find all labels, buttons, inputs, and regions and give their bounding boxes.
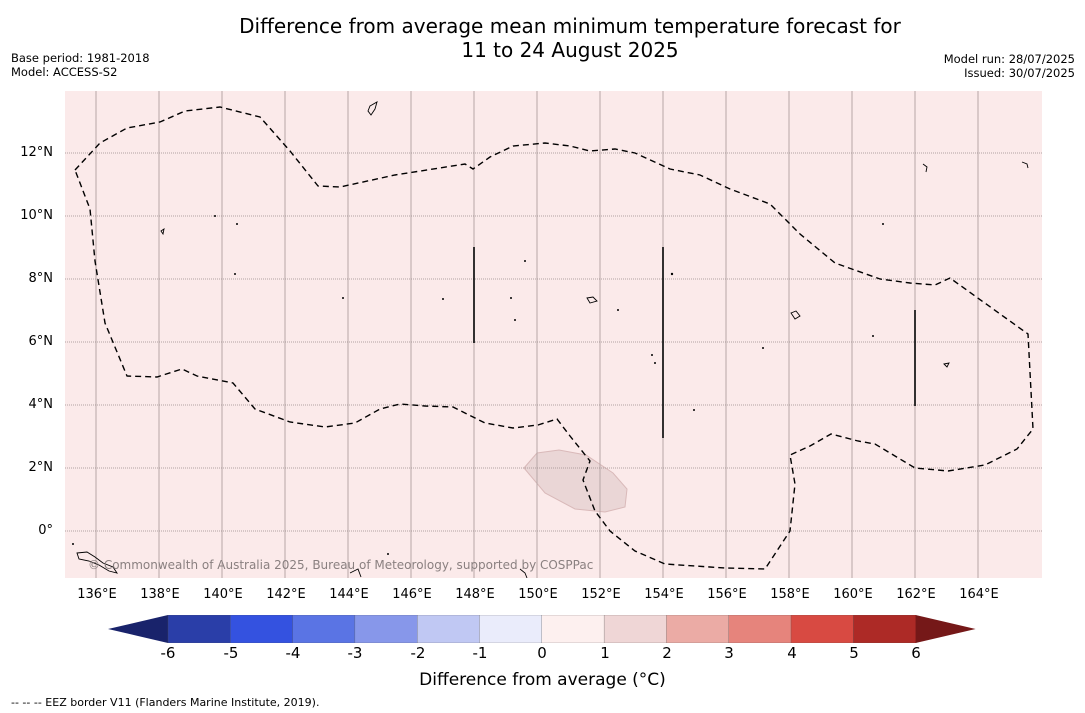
lat-label-10n: 10°N	[20, 208, 53, 223]
island-small-1	[519, 568, 528, 578]
colorbar-segment	[728, 615, 792, 643]
island-dots	[72, 215, 884, 555]
island-small-3	[922, 163, 928, 173]
lon-label-146e: 146°E	[392, 587, 432, 602]
colorbar-tick: 6	[911, 644, 921, 662]
colorbar-segment	[541, 615, 605, 643]
colorbar-tick: 1	[600, 644, 610, 662]
eez-solid-segments	[473, 247, 916, 438]
colorbar-segment	[666, 615, 730, 643]
lat-label-0: 0°	[38, 523, 53, 538]
colorbar-tick: -5	[223, 644, 239, 662]
eez-borders	[74, 106, 1034, 570]
colorbar-tick: -1	[472, 644, 488, 662]
colorbar-tick: -4	[285, 644, 301, 662]
colorbar-segment	[230, 615, 294, 643]
lon-label-142e: 142°E	[266, 587, 306, 602]
lon-label-160e: 160°E	[833, 587, 873, 602]
map-title: Difference from average mean minimum tem…	[0, 14, 1085, 62]
lon-label-148e: 148°E	[455, 587, 495, 602]
lon-label-152e: 152°E	[581, 587, 621, 602]
lon-label-138e: 138°E	[140, 587, 180, 602]
latitude-gridlines	[65, 152, 1042, 532]
island-kosrae	[943, 362, 950, 368]
colorbar-tick: -6	[160, 644, 176, 662]
colorbar-extend-high	[915, 615, 976, 643]
lon-label-164e: 164°E	[959, 587, 999, 602]
colorbar-label: Difference from average (°C)	[419, 670, 666, 690]
title-line-1: Difference from average mean minimum tem…	[239, 14, 901, 38]
colorbar-extend-low	[108, 615, 168, 643]
title-line-2: 11 to 24 August 2025	[461, 38, 679, 62]
meta-right: Model run: 28/07/2025 Issued: 30/07/2025	[944, 52, 1075, 80]
colorbar	[108, 615, 976, 643]
island-small-4	[1021, 161, 1029, 169]
colorbar-tick: 3	[724, 644, 734, 662]
model-run: Model run: 28/07/2025	[943, 52, 1075, 66]
island-small-2	[349, 568, 362, 578]
colorbar-tick: -3	[347, 644, 363, 662]
meta-left: Base period: 1981-2018 Model: ACCESS-S2	[11, 51, 150, 79]
island-chuuk	[586, 296, 598, 304]
colorbar-tick: -2	[410, 644, 426, 662]
model-name: Model: ACCESS-S2	[11, 65, 118, 79]
colorbar-segment	[354, 615, 418, 643]
copyright-text: © Commonwealth of Australia 2025, Bureau…	[88, 558, 594, 572]
islands	[76, 101, 1029, 578]
lat-label-6n: 6°N	[28, 334, 54, 349]
colorbar-tick: 4	[787, 644, 797, 662]
colorbar-tick: 0	[537, 644, 547, 662]
colorbar-tick: 5	[849, 644, 859, 662]
base-period: Base period: 1981-2018	[11, 51, 150, 65]
lon-label-156e: 156°E	[707, 587, 747, 602]
lat-label-12n: 12°N	[20, 145, 53, 160]
issued-date: Issued: 30/07/2025	[964, 66, 1075, 80]
colorbar-segments	[108, 615, 976, 643]
lon-label-150e: 150°E	[518, 587, 558, 602]
island-pohnpei	[790, 310, 801, 320]
lon-label-154e: 154°E	[644, 587, 684, 602]
colorbar-segment	[417, 615, 481, 643]
lat-label-4n: 4°N	[28, 397, 54, 412]
lat-label-8n: 8°N	[28, 271, 54, 286]
eez-footnote: -- -- -- EEZ border V11 (Flanders Marine…	[11, 696, 320, 709]
colorbar-segment	[292, 615, 356, 643]
colorbar-tick: 2	[662, 644, 672, 662]
lon-label-144e: 144°E	[329, 587, 369, 602]
colorbar-segment	[479, 615, 543, 643]
anomaly-patch	[523, 449, 628, 513]
lat-label-2n: 2°N	[28, 460, 54, 475]
colorbar-segment	[790, 615, 854, 643]
map-svg	[65, 91, 1042, 578]
island-png-coast	[76, 551, 119, 574]
lon-label-162e: 162°E	[896, 587, 936, 602]
lon-label-140e: 140°E	[203, 587, 243, 602]
lon-label-136e: 136°E	[77, 587, 117, 602]
map-panel: © Commonwealth of Australia 2025, Bureau…	[65, 91, 1042, 578]
colorbar-segment	[853, 615, 917, 643]
island-yap	[160, 228, 165, 236]
colorbar-segment	[167, 615, 231, 643]
lon-label-158e: 158°E	[770, 587, 810, 602]
island-guam	[367, 101, 378, 116]
colorbar-segment	[603, 615, 668, 643]
longitude-gridlines	[95, 91, 979, 578]
